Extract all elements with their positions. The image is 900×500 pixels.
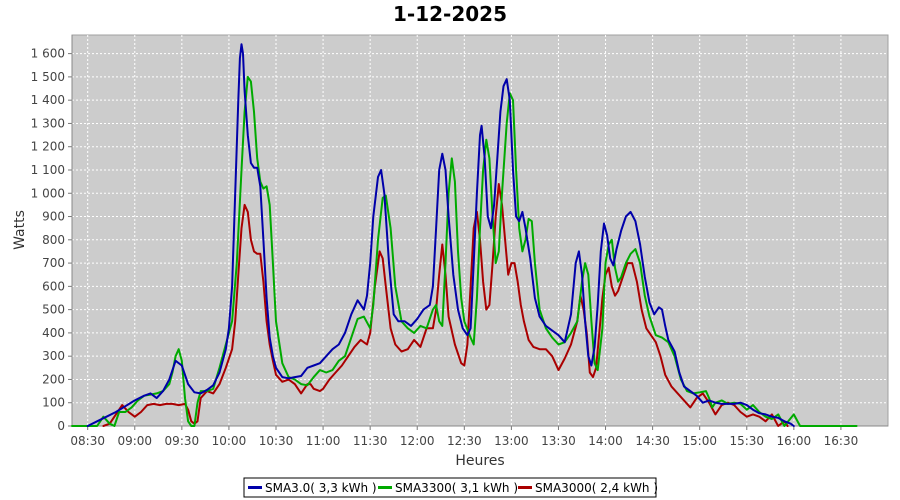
y-tick-label: 1 300 (31, 116, 65, 130)
y-tick-label: 100 (42, 396, 65, 410)
y-tick-label: 500 (42, 303, 65, 317)
x-tick-label: 12:30 (447, 434, 482, 448)
y-tick-label: 800 (42, 233, 65, 247)
x-tick-label: 08:30 (70, 434, 105, 448)
y-tick-label: 1 100 (31, 163, 65, 177)
x-tick-label: 15:00 (682, 434, 717, 448)
chart-title: 1-12-2025 (393, 2, 507, 26)
y-tick-label: 900 (42, 210, 65, 224)
x-tick-label: 13:00 (494, 434, 529, 448)
x-axis-title: Heures (455, 453, 504, 469)
y-tick-label: 700 (42, 256, 65, 270)
x-tick-label: 11:00 (306, 434, 341, 448)
y-tick-label: 1 500 (31, 70, 65, 84)
y-tick-label: 200 (42, 372, 65, 386)
x-tick-label: 15:30 (729, 434, 764, 448)
y-axis-title: Watts (12, 210, 28, 250)
legend: SMA3.0( 3,3 kWh ) SMA3300( 3,1 kWh ) SMA30… (243, 477, 658, 498)
x-tick-label: 16:00 (777, 434, 812, 448)
x-tick-label: 09:00 (117, 434, 152, 448)
x-tick-label: 13:30 (541, 434, 576, 448)
y-tick-label: 600 (42, 279, 65, 293)
legend-box (243, 477, 657, 498)
x-tick-label: 14:00 (588, 434, 623, 448)
x-tick-label: 09:30 (165, 434, 200, 448)
x-tick-label: 16:30 (824, 434, 859, 448)
y-tick-label: 1 400 (31, 93, 65, 107)
y-tick-label: 0 (57, 419, 65, 433)
y-tick-label: 1 600 (31, 47, 65, 61)
x-tick-label: 14:30 (635, 434, 670, 448)
x-tick-label: 10:30 (259, 434, 294, 448)
legend-label: SMA3300( 3,1 kWh ) (395, 481, 518, 495)
y-tick-label: 1 200 (31, 140, 65, 154)
y-tick-label: 1 000 (31, 186, 65, 200)
x-tick-label: 12:00 (400, 434, 435, 448)
series-group (71, 43, 858, 427)
y-tick-label: 400 (42, 326, 65, 340)
series-line-1 (86, 43, 795, 427)
x-tick-label: 10:00 (212, 434, 247, 448)
series-line-3 (102, 183, 789, 427)
y-tick-label: 300 (42, 349, 65, 363)
legend-label: SMA3000( 2,4 kWh ) (535, 481, 658, 495)
legend-label: SMA3.0( 3,3 kWh ) (265, 481, 377, 495)
x-tick-label: 11:30 (353, 434, 388, 448)
axes: 0 100 200 300 400 500 600 700 800 900 1 000 1 100 1 … (31, 35, 888, 448)
